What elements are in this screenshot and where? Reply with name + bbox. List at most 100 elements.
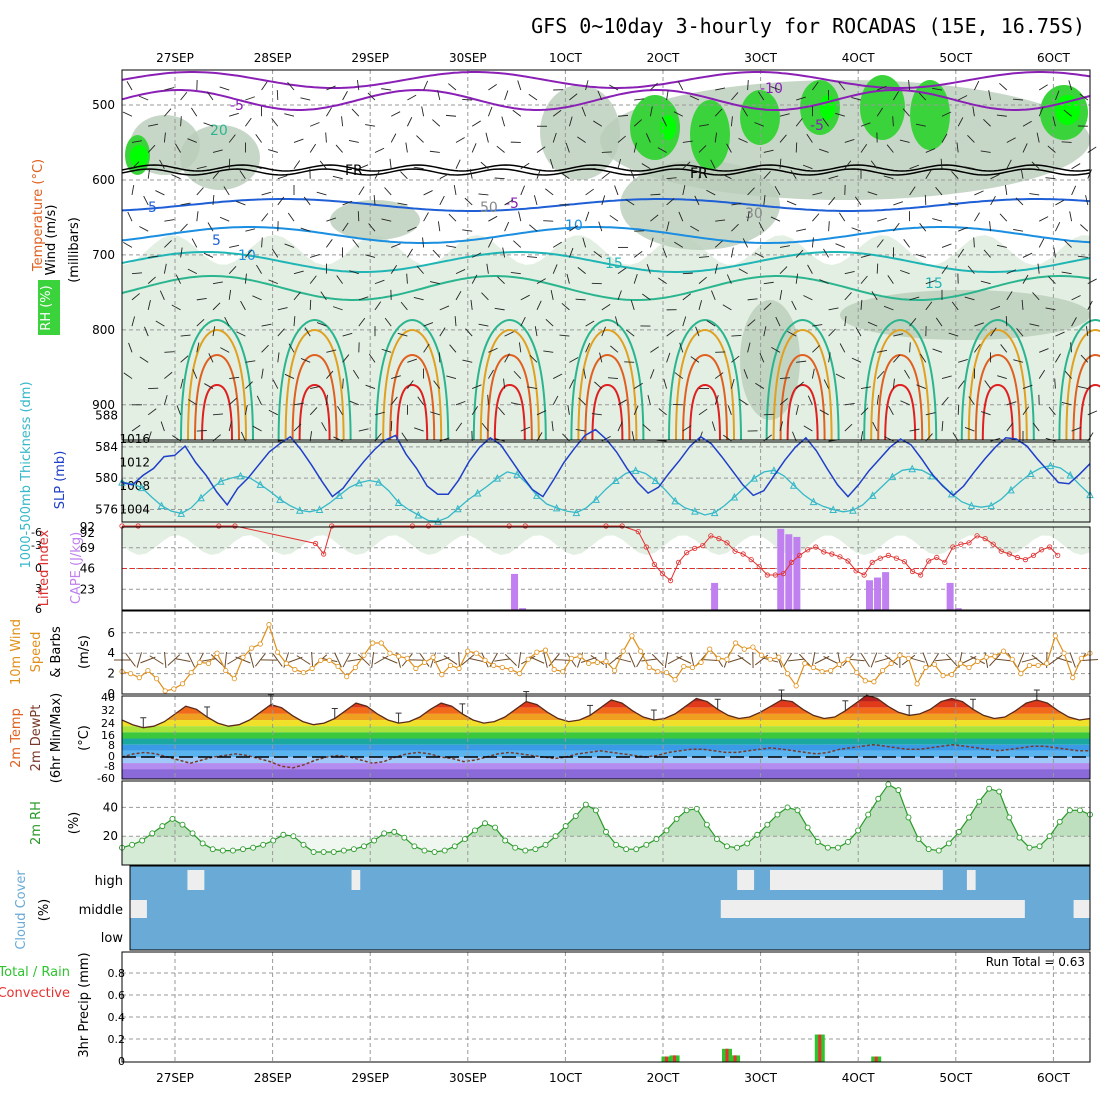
rh2m-marker bbox=[512, 844, 519, 851]
wind-speed-marker bbox=[1044, 660, 1050, 667]
wind-barb bbox=[726, 274, 732, 284]
lifted-index-marker bbox=[232, 523, 238, 529]
wind-barb bbox=[1036, 132, 1040, 143]
temp-tick-label: 0 bbox=[108, 750, 115, 763]
wind-barb bbox=[325, 132, 327, 143]
wind-barb bbox=[517, 80, 522, 91]
wind-barb bbox=[236, 331, 246, 337]
lifted-index-marker bbox=[861, 572, 867, 578]
wind-barb bbox=[876, 394, 880, 405]
wind-barb bbox=[159, 290, 165, 301]
wind-barb bbox=[223, 186, 230, 196]
rh-high-area bbox=[740, 90, 780, 145]
cloud-middle-cell bbox=[975, 900, 984, 918]
wind-barb-10m bbox=[580, 657, 597, 663]
contour-label: 20 bbox=[210, 123, 228, 139]
wind-barb-10m bbox=[461, 654, 475, 666]
wind-barb bbox=[128, 342, 133, 353]
wind-barb bbox=[904, 369, 910, 379]
ylabel-temperature: Temperature (°C) bbox=[31, 159, 46, 272]
thickness-marker bbox=[256, 480, 265, 488]
thickness-marker bbox=[552, 503, 561, 512]
wind-barb bbox=[552, 373, 563, 379]
contour-label: 50 bbox=[480, 200, 498, 216]
temp-arch bbox=[765, 318, 840, 441]
x-tick-label-top: 3OCT bbox=[744, 51, 777, 65]
x-tick-label-bottom: 27SEP bbox=[156, 1071, 194, 1085]
wind-barb bbox=[293, 138, 304, 143]
wind-barb bbox=[1032, 422, 1040, 432]
wind-barb bbox=[368, 223, 376, 232]
wind-barb bbox=[300, 358, 311, 363]
rh2m-marker bbox=[159, 823, 166, 830]
wind-barb bbox=[1071, 427, 1082, 432]
wind-barb bbox=[838, 81, 846, 91]
ylabel-rh-text: RH (%) bbox=[39, 285, 54, 330]
temp-arch bbox=[884, 383, 917, 441]
lifted-index-marker bbox=[829, 551, 835, 557]
wind-barb bbox=[758, 222, 765, 232]
wind-barb bbox=[642, 424, 651, 432]
wind-barb bbox=[277, 307, 288, 311]
thickness-marker bbox=[355, 478, 363, 487]
cape-bar bbox=[519, 608, 527, 610]
thickness-marker bbox=[295, 506, 304, 514]
wind-barb bbox=[187, 268, 198, 275]
wind-barb bbox=[650, 193, 661, 196]
wind-barb bbox=[310, 386, 321, 390]
wind-barb-10m bbox=[543, 652, 548, 668]
wind-speed-marker bbox=[888, 660, 894, 667]
wind-barb bbox=[212, 413, 224, 416]
wind-barb bbox=[941, 421, 944, 432]
wind-barb-10m bbox=[296, 655, 311, 665]
wind-barb-10m bbox=[814, 655, 830, 665]
wind-barb bbox=[487, 106, 493, 117]
wind-barb bbox=[381, 348, 392, 353]
wind-barb bbox=[497, 406, 505, 416]
lifted-index-line bbox=[122, 525, 1059, 582]
rh2m-marker bbox=[683, 807, 690, 814]
wind-speed-marker bbox=[724, 656, 730, 662]
wind-barb bbox=[316, 191, 327, 196]
wind-barb-10m bbox=[529, 656, 545, 664]
wind-barb-10m bbox=[494, 658, 511, 662]
wind-barb bbox=[180, 202, 191, 206]
pressure-tick-label: 600 bbox=[92, 173, 115, 187]
rh-high-area bbox=[860, 75, 905, 140]
wind-barb bbox=[1013, 359, 1024, 363]
rh2m-frame bbox=[121, 780, 1091, 866]
rh-max-area bbox=[660, 115, 676, 140]
wind-barb bbox=[180, 247, 183, 258]
wind-speed-marker bbox=[335, 663, 341, 670]
wind-barb bbox=[326, 349, 337, 353]
wind-barb bbox=[770, 86, 781, 91]
wind-barb bbox=[860, 254, 871, 258]
wind-barb bbox=[488, 215, 498, 222]
temp-tick-label: 40 bbox=[101, 691, 115, 704]
contour-label: FR bbox=[690, 166, 708, 182]
wind-barb bbox=[504, 221, 510, 232]
wind-barb bbox=[208, 353, 214, 363]
rh2m-marker bbox=[703, 821, 710, 828]
wind-barb bbox=[666, 352, 671, 363]
wind-barb bbox=[779, 377, 791, 380]
wind-speed-marker bbox=[309, 665, 315, 672]
temp-band bbox=[122, 738, 1090, 745]
wind-barb bbox=[577, 136, 586, 143]
wind-barb bbox=[397, 202, 408, 206]
wind-speed-marker bbox=[776, 654, 782, 660]
wind-speed-marker bbox=[525, 656, 531, 662]
wind-speed-marker bbox=[1061, 650, 1067, 656]
rh2m-marker bbox=[794, 807, 801, 814]
wind-barb-10m bbox=[167, 654, 181, 666]
wind-barb bbox=[715, 219, 726, 222]
wind-speed-marker bbox=[171, 686, 177, 692]
wind-speed-marker bbox=[1070, 675, 1076, 681]
wind-barb-10m bbox=[407, 659, 424, 661]
wind-barb bbox=[543, 220, 554, 222]
wind-barb bbox=[980, 150, 991, 153]
wind-barb bbox=[617, 267, 627, 275]
temp-arch bbox=[194, 353, 240, 441]
x-tick-label-top: 1OCT bbox=[549, 51, 582, 65]
wind-barb bbox=[520, 294, 530, 301]
